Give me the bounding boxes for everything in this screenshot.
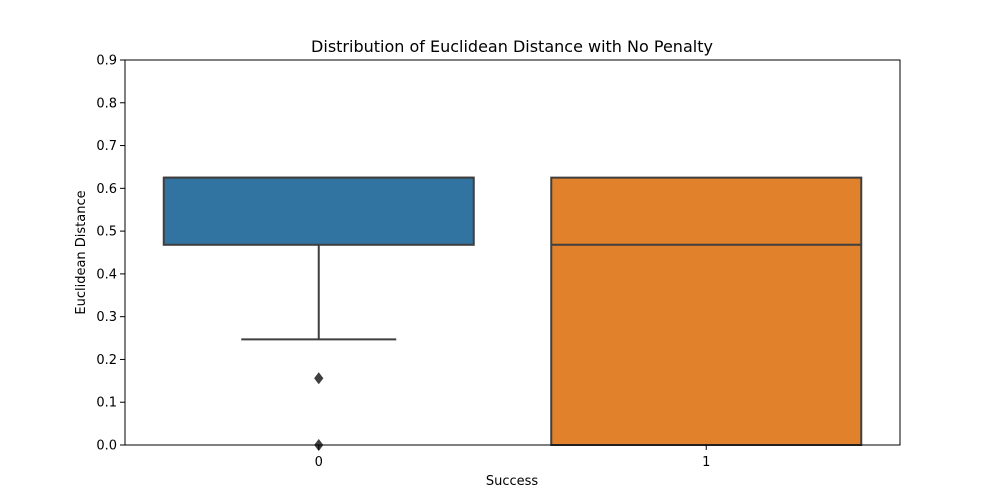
y-tick-label: 0.2 bbox=[96, 353, 117, 368]
chart-title: Distribution of Euclidean Distance with … bbox=[311, 37, 713, 56]
box-0 bbox=[162, 176, 475, 452]
y-tick-label: 0.1 bbox=[96, 396, 117, 411]
x-tick-label: 1 bbox=[702, 455, 710, 470]
y-tick-label: 0.5 bbox=[96, 225, 117, 240]
y-tick-label: 0.6 bbox=[96, 182, 117, 197]
y-tick-label: 0.8 bbox=[96, 96, 117, 111]
y-axis: 0.0 0.1 0.2 0.3 0.4 0.5 0.6 0.7 0.8 0.9 bbox=[96, 54, 125, 454]
iqr-box bbox=[550, 176, 863, 446]
plot-frame bbox=[124, 59, 901, 446]
iqr-box bbox=[162, 176, 475, 246]
plot-area bbox=[162, 176, 863, 452]
y-tick-label: 0.3 bbox=[96, 310, 117, 325]
outlier-point bbox=[314, 372, 324, 385]
x-tick-label: 0 bbox=[315, 455, 323, 470]
y-tick-label: 0.7 bbox=[96, 139, 117, 154]
y-tick-label: 0.9 bbox=[96, 54, 117, 69]
box-1 bbox=[550, 176, 863, 446]
x-axis-title: Success bbox=[486, 474, 539, 489]
y-tick-label: 0.4 bbox=[96, 267, 117, 282]
y-tick-label: 0.0 bbox=[96, 439, 117, 454]
y-axis-title: Euclidean Distance bbox=[74, 190, 89, 314]
